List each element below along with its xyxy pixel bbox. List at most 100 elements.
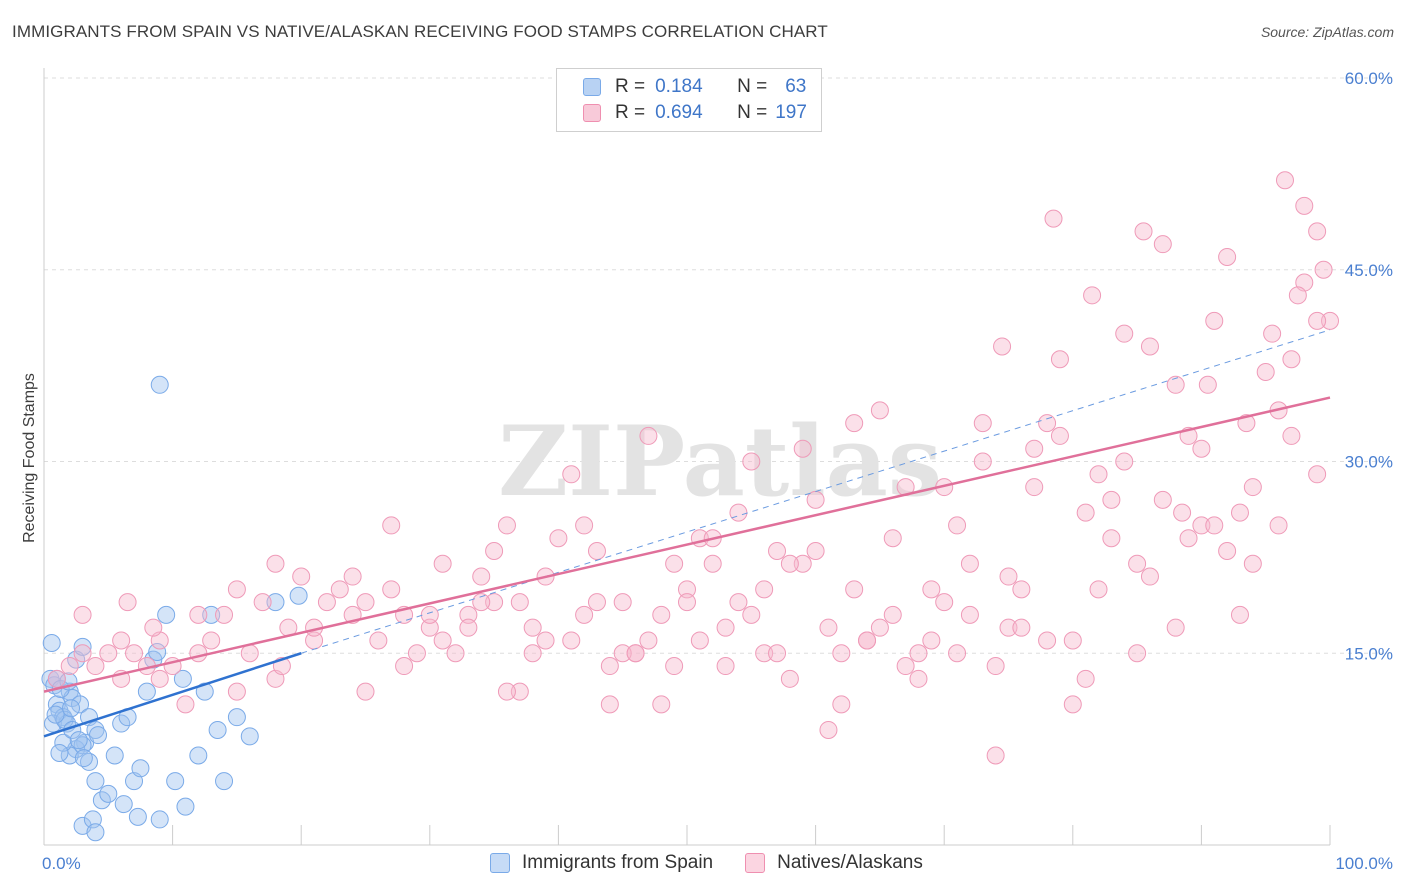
- data-point: [1269, 516, 1288, 535]
- data-point: [137, 682, 156, 701]
- legend-n-value: 197: [775, 102, 807, 123]
- data-point: [1243, 554, 1262, 573]
- data-point: [742, 605, 761, 624]
- data-point: [1321, 311, 1339, 330]
- data-point: [780, 554, 799, 573]
- data-point: [909, 669, 928, 688]
- data-point: [960, 554, 979, 573]
- data-point: [1166, 618, 1185, 637]
- data-point: [870, 618, 889, 637]
- data-point: [639, 426, 658, 445]
- data-point: [768, 644, 787, 663]
- data-point: [227, 708, 246, 727]
- data-point: [806, 541, 825, 560]
- data-point: [1153, 235, 1172, 254]
- data-point: [86, 657, 105, 676]
- data-point: [690, 631, 709, 650]
- watermark: ZIPatlas: [498, 405, 942, 518]
- data-point: [1263, 324, 1282, 343]
- data-point: [1102, 529, 1121, 548]
- data-point: [202, 605, 221, 624]
- data-point: [678, 580, 696, 599]
- data-point: [317, 593, 336, 612]
- data-point: [1076, 503, 1095, 522]
- data-point: [973, 414, 992, 433]
- data-point: [54, 733, 73, 752]
- data-point: [125, 644, 144, 663]
- data-point: [1102, 490, 1121, 509]
- data-point: [613, 593, 632, 612]
- data-point: [1192, 516, 1211, 535]
- data-point: [99, 644, 118, 663]
- data-point: [1128, 554, 1147, 573]
- data-point: [587, 593, 606, 612]
- y-tick-labels: 15.0% 30.0% 45.0% 60.0%: [1345, 69, 1393, 663]
- data-point: [1038, 414, 1057, 433]
- data-point: [1295, 196, 1314, 215]
- data-point: [935, 593, 954, 612]
- data-point: [356, 593, 375, 612]
- legend-row-pink: R = 0.694 N = 197: [583, 101, 807, 125]
- legend-label: Natives/Alaskans: [777, 852, 923, 873]
- trend-line-blue: [43, 652, 302, 738]
- data-point: [1038, 631, 1057, 650]
- legend-n-value: 63: [785, 76, 807, 97]
- y-tick-label: 60.0%: [1345, 69, 1393, 88]
- data-point: [960, 605, 979, 624]
- data-point: [613, 644, 632, 663]
- data-point: [883, 605, 902, 624]
- data-point: [1205, 311, 1224, 330]
- data-point: [343, 567, 362, 586]
- legend-swatch-pink: [583, 104, 601, 122]
- legend-item-natives-alaskans[interactable]: Natives/Alaskans: [745, 852, 923, 874]
- data-point: [1128, 644, 1147, 663]
- data-point: [729, 503, 748, 522]
- chart-title: IMMIGRANTS FROM SPAIN VS NATIVE/ALASKAN …: [12, 22, 828, 41]
- data-point: [652, 605, 671, 624]
- data-point: [485, 593, 504, 612]
- data-point: [948, 644, 967, 663]
- data-point: [433, 554, 452, 573]
- y-axis-label: Receiving Food Stamps: [21, 373, 38, 543]
- data-point: [729, 593, 748, 612]
- data-point: [703, 554, 722, 573]
- data-point: [86, 823, 105, 842]
- legend-swatch-pink: [745, 853, 766, 873]
- data-point: [356, 682, 375, 701]
- data-point: [407, 644, 426, 663]
- series-natives-alaskans: [47, 171, 1339, 765]
- data-point: [62, 699, 81, 718]
- data-point: [166, 772, 185, 791]
- x-tick-label: 100.0%: [1335, 854, 1393, 873]
- data-point: [1140, 567, 1159, 586]
- data-point: [793, 554, 812, 573]
- data-point: [665, 657, 684, 676]
- data-point: [55, 710, 74, 729]
- data-point: [948, 516, 967, 535]
- data-point: [215, 772, 234, 791]
- data-point: [858, 631, 877, 650]
- data-point: [600, 695, 619, 714]
- data-point: [562, 465, 581, 484]
- data-point: [1115, 324, 1134, 343]
- data-point: [131, 759, 150, 778]
- legend-item-immigrants-from-spain[interactable]: Immigrants from Spain: [490, 852, 713, 874]
- data-point: [832, 695, 851, 714]
- source-label: Source: ZipAtlas.com: [1260, 24, 1394, 40]
- data-point: [716, 657, 735, 676]
- data-point: [1089, 465, 1108, 484]
- trend-line-pink: [43, 396, 1331, 693]
- data-point: [1050, 426, 1069, 445]
- data-point: [289, 586, 308, 605]
- data-point: [999, 618, 1018, 637]
- data-point: [60, 657, 79, 676]
- data-point: [1230, 503, 1249, 522]
- data-point: [986, 657, 1005, 676]
- data-point: [114, 795, 133, 814]
- data-point: [1308, 311, 1327, 330]
- legend-row-blue: R = 0.184 N = 63: [583, 75, 806, 99]
- data-point: [69, 731, 88, 750]
- data-point: [1243, 478, 1262, 497]
- data-point: [1025, 439, 1044, 458]
- data-point: [369, 631, 388, 650]
